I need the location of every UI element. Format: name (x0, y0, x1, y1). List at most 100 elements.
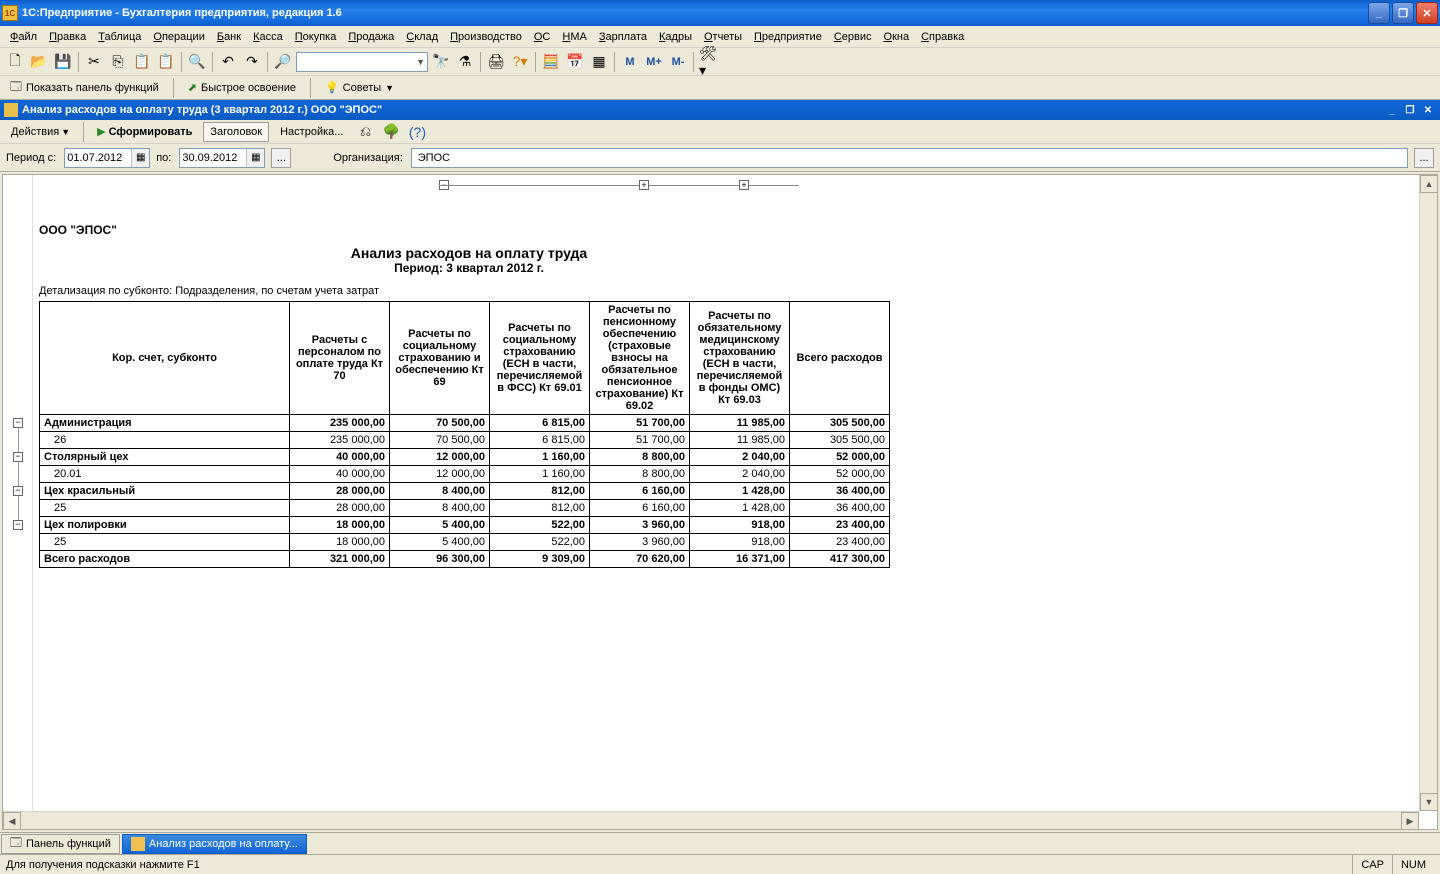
date-to-field[interactable]: ▦ (179, 148, 265, 168)
scroll-up-icon[interactable]: ▲ (1420, 175, 1438, 193)
menu-нма[interactable]: НМА (556, 29, 592, 45)
menu-касса[interactable]: Касса (247, 29, 289, 45)
menu-отчеты[interactable]: Отчеты (698, 29, 748, 45)
period-picker-button[interactable]: ... (271, 148, 291, 168)
row-value: 305 500,00 (790, 415, 890, 432)
form-button[interactable]: ▶ Сформировать (90, 122, 199, 142)
menu-кадры[interactable]: Кадры (653, 29, 698, 45)
menu-зарплата[interactable]: Зарплата (593, 29, 653, 45)
help-action-icon[interactable]: (?) (406, 121, 428, 143)
menu-продажа[interactable]: Продажа (342, 29, 400, 45)
report-detail: Детализация по субконто: Подразделения, … (39, 285, 1431, 297)
menu-справка[interactable]: Справка (915, 29, 970, 45)
print-icon[interactable]: 🖨 (485, 51, 507, 73)
setup-button[interactable]: Настройка... (273, 122, 350, 142)
vertical-scrollbar[interactable]: ▲ ▼ (1419, 175, 1437, 811)
org-picker-button[interactable]: ... (1414, 148, 1434, 168)
row-value: 1 428,00 (690, 483, 790, 500)
actions-dropdown[interactable]: Действия ▼ (4, 122, 77, 142)
ruler-expand-icon[interactable]: + (739, 180, 749, 190)
menu-ос[interactable]: ОС (528, 29, 557, 45)
tree-icon[interactable]: 🌳 (380, 121, 402, 143)
doc-minimize-button[interactable]: _ (1384, 103, 1400, 117)
menu-таблица[interactable]: Таблица (92, 29, 147, 45)
calc-icon[interactable]: 🧮 (540, 51, 562, 73)
find-icon[interactable]: 🔎 (272, 51, 294, 73)
new-icon[interactable]: 🗋 (4, 51, 26, 73)
search-combo[interactable]: ▼ (296, 52, 428, 72)
menu-производство[interactable]: Производство (444, 29, 528, 45)
cut-icon[interactable]: ✂ (83, 51, 105, 73)
filter-icon[interactable]: ⚗ (454, 51, 476, 73)
menu-окна[interactable]: Окна (878, 29, 916, 45)
column-header: Кор. счет, субконто (40, 302, 290, 415)
row-value: 18 000,00 (290, 534, 390, 551)
restore-settings-icon[interactable]: ⎌ (354, 121, 376, 143)
date-to-input[interactable] (180, 149, 246, 167)
menu-файл[interactable]: Файл (4, 29, 43, 45)
menu-склад[interactable]: Склад (400, 29, 444, 45)
open-icon[interactable]: 📂 (28, 51, 50, 73)
close-button[interactable]: ✕ (1416, 2, 1438, 24)
org-input[interactable] (416, 151, 1403, 165)
calendar-icon[interactable]: 📅 (564, 51, 586, 73)
row-value: 23 400,00 (790, 517, 890, 534)
menu-правка[interactable]: Правка (43, 29, 92, 45)
outline-collapse-icon[interactable]: − (13, 418, 23, 428)
save-icon[interactable]: 💾 (52, 51, 74, 73)
calendar-to-icon[interactable]: ▦ (246, 149, 264, 167)
tools-icon[interactable]: 🛠▾ (698, 51, 720, 73)
search-icon[interactable]: 🔍 (186, 51, 208, 73)
row-value: 6 815,00 (490, 432, 590, 449)
report-table: Кор. счет, субконтоРасчеты с персоналом … (39, 301, 890, 568)
scroll-left-icon[interactable]: ◀ (3, 812, 21, 830)
show-panel-button[interactable]: 🗔 Показать панель функций (4, 76, 165, 99)
horizontal-scrollbar[interactable]: ◀ ▶ (3, 811, 1419, 829)
row-value: 235 000,00 (290, 415, 390, 432)
copy-icon[interactable]: ⎘ (107, 51, 129, 73)
maximize-button[interactable]: ❐ (1392, 2, 1414, 24)
outline-collapse-icon[interactable]: − (13, 520, 23, 530)
binoculars-icon[interactable]: 🔭 (430, 51, 452, 73)
play-icon: ▶ (97, 125, 105, 138)
row-value: 40 000,00 (290, 466, 390, 483)
paste-icon[interactable]: 📋 (131, 51, 153, 73)
doc-close-button[interactable]: ✕ (1420, 103, 1436, 117)
row-value: 52 000,00 (790, 449, 890, 466)
m-plus-icon[interactable]: M+ (643, 51, 665, 73)
help-icon[interactable]: ?▾ (509, 51, 531, 73)
tab-report[interactable]: Анализ расходов на оплату... (122, 834, 307, 854)
tab-label: Панель функций (26, 838, 111, 850)
setup-label: Настройка... (280, 126, 343, 138)
tips-button[interactable]: 💡 Советы ▼ (319, 79, 400, 96)
ruler-expand-icon[interactable]: + (639, 180, 649, 190)
doc-restore-button[interactable]: ❐ (1402, 103, 1418, 117)
column-header: Всего расходов (790, 302, 890, 415)
menu-банк[interactable]: Банк (211, 29, 247, 45)
grid-icon[interactable]: ▦ (588, 51, 610, 73)
outline-collapse-icon[interactable]: − (13, 486, 23, 496)
m-minus-icon[interactable]: M- (667, 51, 689, 73)
scroll-down-icon[interactable]: ▼ (1420, 793, 1438, 811)
menu-покупка[interactable]: Покупка (289, 29, 343, 45)
document-icon (4, 103, 18, 117)
minimize-button[interactable]: _ (1368, 2, 1390, 24)
row-value: 8 800,00 (590, 449, 690, 466)
org-field[interactable] (411, 148, 1408, 168)
outline-collapse-icon[interactable]: − (13, 452, 23, 462)
calendar-from-icon[interactable]: ▦ (131, 149, 149, 167)
date-from-input[interactable] (65, 149, 131, 167)
menu-предприятие[interactable]: Предприятие (748, 29, 828, 45)
menu-операции[interactable]: Операции (147, 29, 210, 45)
header-button[interactable]: Заголовок (203, 122, 269, 142)
period-to-label: по: (156, 152, 173, 164)
scroll-right-icon[interactable]: ▶ (1401, 812, 1419, 830)
menu-сервис[interactable]: Сервис (828, 29, 878, 45)
redo-icon[interactable]: ↷ (241, 51, 263, 73)
paste-special-icon[interactable]: 📋 (155, 51, 177, 73)
quick-start-button[interactable]: ⬈ Быстрое освоение (182, 79, 302, 96)
date-from-field[interactable]: ▦ (64, 148, 150, 168)
tab-panel-functions[interactable]: 🗔 Панель функций (1, 834, 120, 854)
undo-icon[interactable]: ↶ (217, 51, 239, 73)
m-icon[interactable]: M (619, 51, 641, 73)
